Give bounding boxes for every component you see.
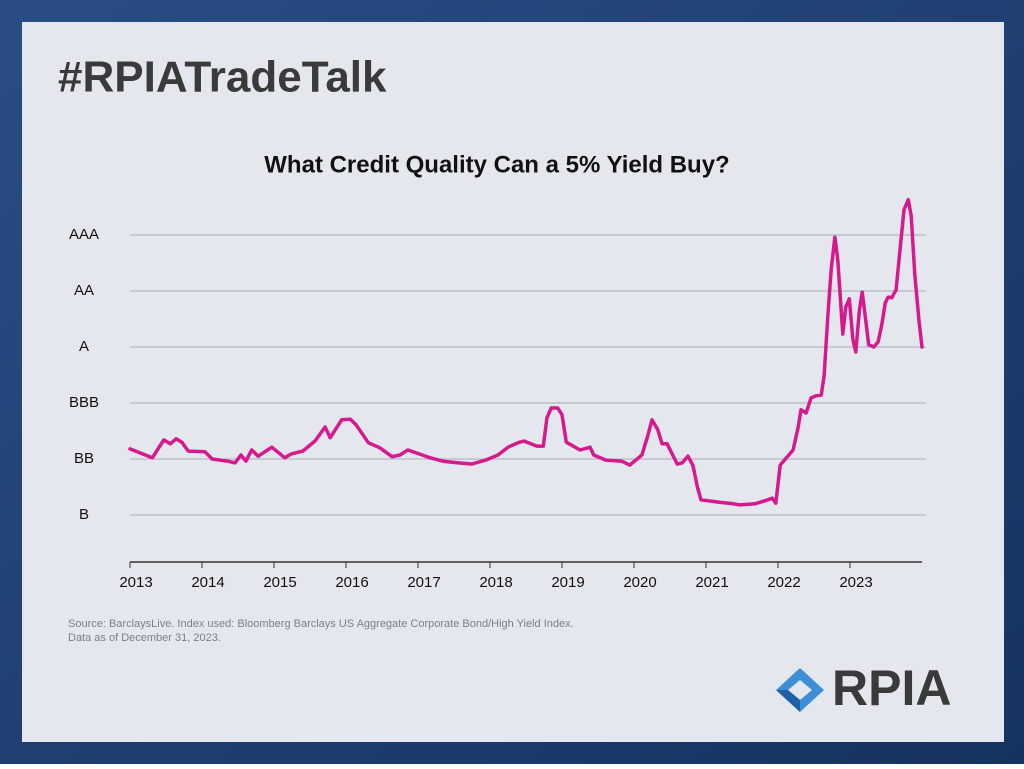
x-tick-label: 2022	[767, 574, 800, 591]
x-tick-label: 2014	[191, 574, 224, 591]
x-tick-label: 2023	[839, 574, 872, 591]
y-tick-label: AA	[74, 282, 94, 299]
source-note: Data as of December 31, 2023.	[68, 632, 221, 644]
panel	[22, 22, 1004, 742]
chart-title: What Credit Quality Can a 5% Yield Buy?	[264, 151, 729, 178]
y-tick-label: AAA	[69, 226, 99, 243]
series-line	[128, 197, 924, 507]
y-tick-label: BBB	[69, 394, 99, 411]
x-tick-label: 2018	[479, 574, 512, 591]
x-tick-label: 2021	[695, 574, 728, 591]
header-title: #RPIATradeTalk	[58, 53, 387, 102]
x-tick-label: 2017	[407, 574, 440, 591]
logo-text: RPIA	[832, 660, 951, 716]
x-tick-label: 2019	[551, 574, 584, 591]
y-tick-label: BB	[74, 450, 94, 467]
logo-mark	[776, 668, 824, 712]
y-tick-label: A	[79, 338, 89, 355]
x-tick-label: 2015	[263, 574, 296, 591]
y-tick-label: B	[79, 506, 89, 523]
x-tick-label: 2016	[335, 574, 368, 591]
x-tick-label: 2013	[119, 574, 152, 591]
source-note: Source: BarclaysLive. Index used: Bloomb…	[68, 618, 574, 630]
x-tick-label: 2020	[623, 574, 656, 591]
